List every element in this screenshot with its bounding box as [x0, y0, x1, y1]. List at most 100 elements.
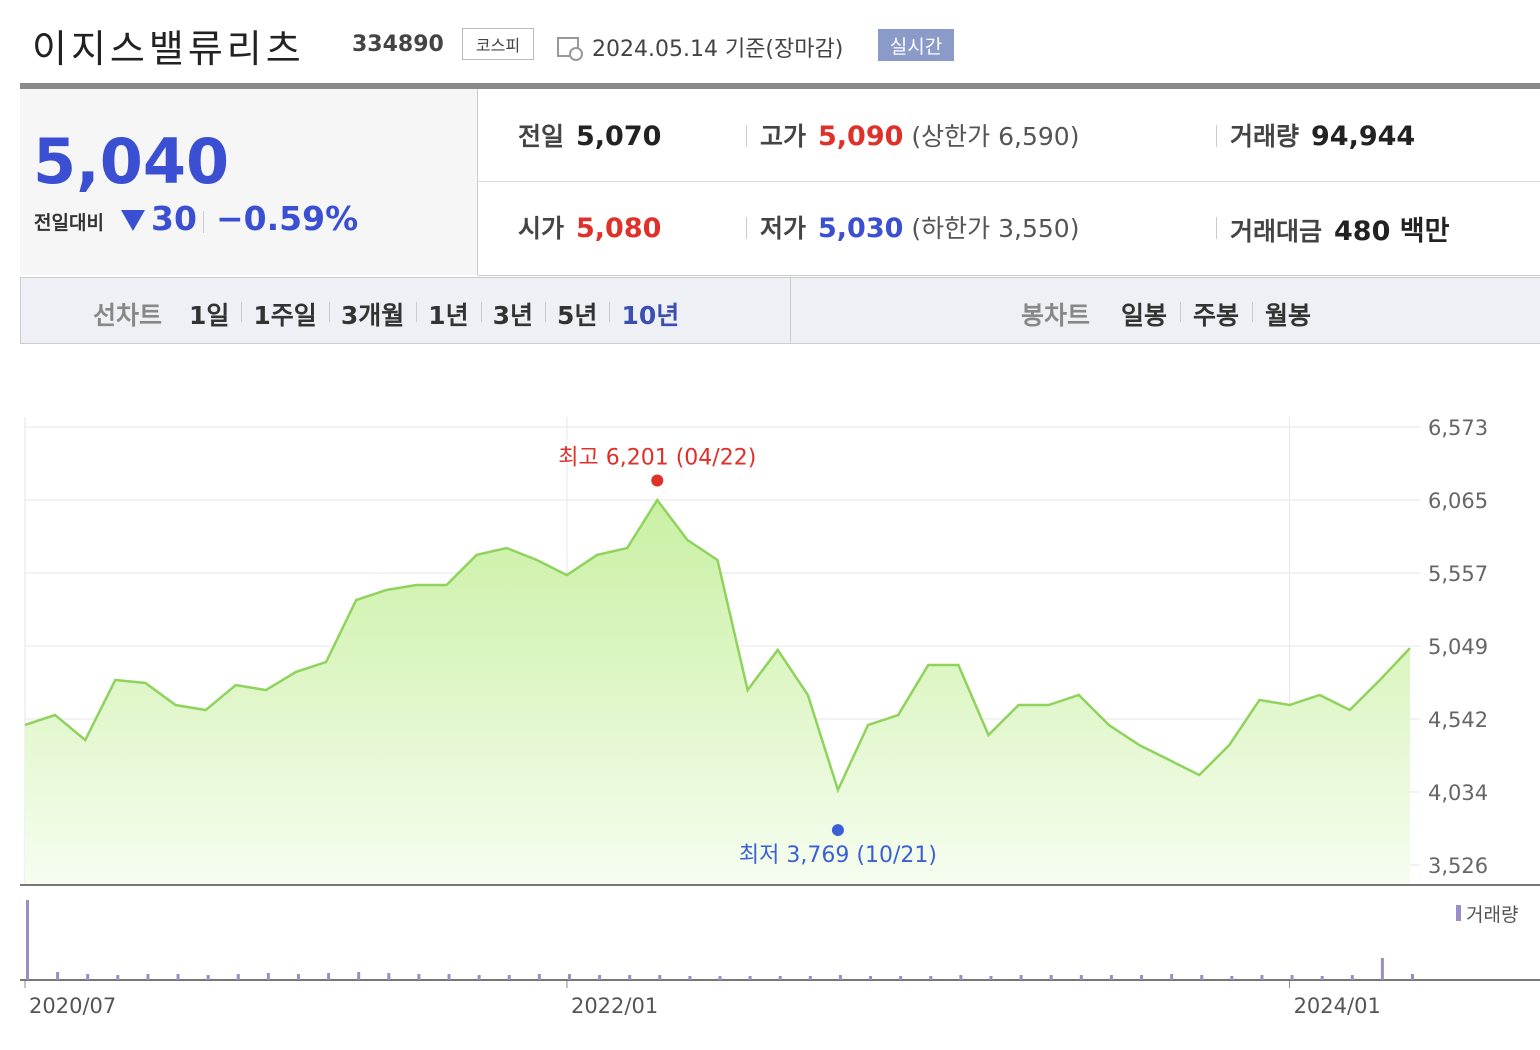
tab[interactable]: 5년 [557, 301, 598, 330]
info-value: 5,070 [576, 121, 662, 152]
volume-bar [1019, 975, 1023, 980]
volume-bar [1350, 975, 1354, 980]
tab[interactable]: 일봉 [1121, 301, 1168, 330]
tab[interactable]: 주봉 [1193, 301, 1240, 330]
volume-bar [116, 975, 120, 980]
stock-code: 334890 [352, 32, 444, 57]
line [24, 497, 1411, 794]
volume-bar [417, 974, 421, 980]
volume-bar [1260, 975, 1264, 980]
tab-label: 봉차트 [1021, 301, 1091, 330]
change-label: 전일대비 [34, 212, 104, 234]
date: 2024.05.14 기준(장마감) [592, 37, 844, 62]
annotation: 최고 6,201 (04/22) [558, 445, 756, 470]
volume-bar [1380, 958, 1384, 980]
volume-bar [146, 974, 150, 980]
volume-bar [1411, 974, 1414, 980]
volume-bar [327, 973, 331, 980]
volume-bar [1109, 975, 1113, 980]
tab[interactable]: 1년 [428, 301, 469, 330]
separator [1180, 302, 1182, 322]
info-label: 저가 [760, 214, 807, 243]
volume-bar [718, 976, 722, 980]
volume-bar [778, 976, 782, 980]
info-value: 5,090 [818, 121, 904, 152]
info-table: 전일 5,070 고가 5,090 (상한가 6,590) 거래량 94,944 시가 5,08… [478, 89, 1540, 276]
y-tick-label: 4,034 [1428, 781, 1488, 805]
realtime-badge[interactable]: 실시간 [878, 29, 954, 61]
tab-label: 선차트 [93, 301, 163, 330]
volume-bar [688, 976, 692, 980]
separator [203, 211, 204, 233]
separator [1252, 302, 1254, 322]
info-cell: 거래대금 480 백만 [1230, 209, 1449, 248]
extreme-dot [831, 824, 844, 837]
info-label: 시가 [518, 214, 565, 243]
volume-bar [176, 974, 180, 980]
volume-bar [929, 976, 933, 980]
extreme-dot [651, 474, 664, 487]
volume-bar [808, 976, 812, 980]
info-cell: 시가 5,080 [518, 209, 661, 245]
info-label: 고가 [760, 122, 807, 151]
separator [1216, 125, 1217, 147]
info-cell: 고가 5,090 (상한가 6,590) [760, 117, 1079, 153]
separator [416, 302, 418, 322]
info-label: 전일 [518, 122, 565, 151]
tab-bar: 선차트 1일 1주일 3개월 1년 3년 5년 10년 봉차트 일봉 주봉 월봉 [20, 277, 1540, 344]
volume-bar [507, 975, 511, 980]
market-badge: 코스피 [462, 28, 534, 60]
volume-bar [628, 975, 632, 980]
tab[interactable]: 1주일 [253, 301, 317, 330]
separator [746, 217, 747, 239]
tab[interactable]: 3년 [492, 301, 534, 330]
volume-bar [869, 976, 873, 980]
volume-bar [1079, 975, 1083, 980]
tab[interactable]: 1일 [189, 301, 230, 330]
tab[interactable]: 10년 [621, 301, 680, 330]
volume-bar [658, 975, 662, 980]
volume-bar [1230, 976, 1234, 980]
volume-bar [1140, 975, 1144, 980]
x-tick-label: 2024/01 [1294, 994, 1381, 1018]
volume-bar [26, 900, 29, 980]
volume-bar [959, 975, 963, 980]
y-tick-label: 5,557 [1428, 562, 1488, 586]
y-tick-label: 3,526 [1428, 854, 1488, 878]
tab[interactable]: 3개월 [340, 301, 405, 330]
price: 5,040 [33, 125, 230, 198]
volume-bar [206, 975, 210, 980]
info-note: (상한가 6,590) [911, 122, 1080, 151]
x-tick-label: 2020/07 [29, 994, 116, 1018]
calendar-icon [557, 37, 583, 61]
volume-bar [1170, 974, 1174, 980]
down-arrow [121, 210, 145, 231]
y-tick-label: 6,065 [1428, 489, 1488, 513]
volume-bar [899, 976, 903, 980]
info-cell: 전일 5,070 [518, 117, 661, 153]
row-divider [478, 181, 1540, 182]
separator [545, 302, 547, 322]
separator [1216, 217, 1217, 239]
price-pane: 5,040 전일대비 30 −0.59% [20, 89, 478, 275]
info-label: 거래대금 [1230, 217, 1323, 246]
info-value: 5,030 [818, 213, 904, 244]
divider [20, 83, 1540, 89]
volume-bar [1290, 975, 1294, 980]
volume-bar [387, 973, 391, 980]
x-tick-label: 2022/01 [571, 994, 658, 1018]
volume-bar [537, 974, 541, 980]
separator [480, 302, 482, 322]
separator [609, 302, 611, 322]
change-pct: −0.59% [216, 199, 359, 238]
volume-bar [357, 972, 361, 980]
volume-bar [56, 972, 60, 980]
separator [746, 125, 747, 147]
volume-bar [1320, 976, 1324, 980]
legend-swatch [1456, 905, 1461, 921]
tab[interactable]: 월봉 [1265, 301, 1312, 330]
stock-name: 이지스밸류리츠 [32, 27, 305, 71]
info-cell: 저가 5,030 (하한가 3,550) [760, 209, 1079, 245]
volume-bar [838, 975, 842, 980]
